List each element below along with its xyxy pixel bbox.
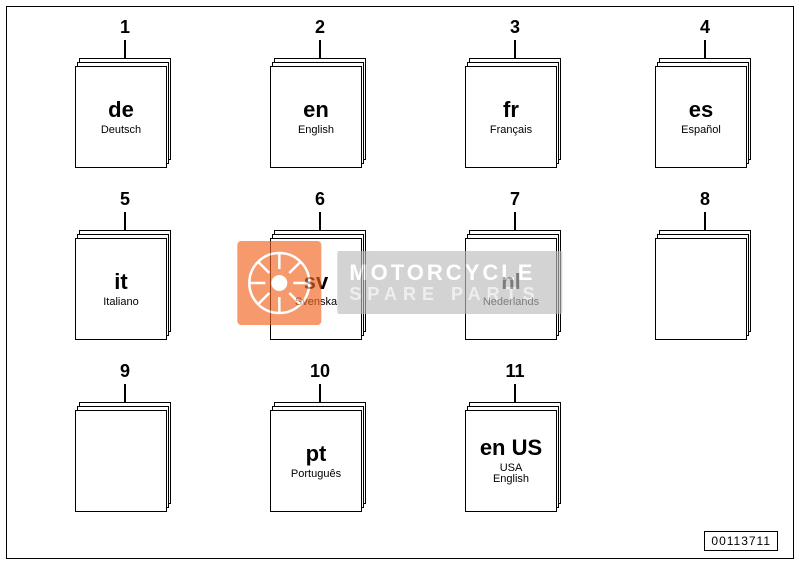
language-name: Português — [291, 469, 341, 480]
book-cover: es Español — [655, 66, 747, 168]
language-code: it — [114, 271, 127, 293]
manual-item-9: 9 — [40, 362, 210, 512]
book-cover: pt Português — [270, 410, 362, 512]
book-cover: nl Nederlands — [465, 238, 557, 340]
manual-item-10: 10 pt Português — [235, 362, 405, 512]
language-name: Nederlands — [483, 297, 539, 308]
language-name: Français — [490, 125, 532, 136]
manual-book-icon: en English — [270, 58, 370, 168]
item-number: 6 — [235, 190, 405, 208]
language-code: en US — [480, 437, 542, 459]
manual-item-1: 1 de Deutsch — [40, 18, 210, 168]
item-number: 7 — [430, 190, 600, 208]
manual-book-icon: sv Svenska — [270, 230, 370, 340]
item-number: 10 — [235, 362, 405, 380]
item-number: 1 — [40, 18, 210, 36]
item-number: 3 — [430, 18, 600, 36]
connector-line — [124, 212, 126, 230]
manual-item-8: 8 — [620, 190, 790, 340]
connector-line — [319, 40, 321, 58]
language-name: Italiano — [103, 297, 138, 308]
connector-line — [124, 40, 126, 58]
manual-book-icon: es Español — [655, 58, 755, 168]
manual-book-icon: pt Português — [270, 402, 370, 512]
book-cover: sv Svenska — [270, 238, 362, 340]
connector-line — [704, 212, 706, 230]
language-code: de — [108, 99, 134, 121]
connector-line — [319, 212, 321, 230]
connector-line — [124, 384, 126, 402]
language-code: sv — [304, 271, 328, 293]
manual-item-2: 2 en English — [235, 18, 405, 168]
part-number: 00113711 — [704, 531, 778, 551]
connector-line — [514, 384, 516, 402]
connector-line — [514, 40, 516, 58]
book-cover — [655, 238, 747, 340]
book-cover: it Italiano — [75, 238, 167, 340]
manual-book-icon — [655, 230, 755, 340]
manual-item-7: 7 nl Nederlands — [430, 190, 600, 340]
item-number: 9 — [40, 362, 210, 380]
language-code: fr — [503, 99, 519, 121]
manual-book-icon: fr Français — [465, 58, 565, 168]
language-name: Español — [681, 125, 721, 136]
language-code: es — [689, 99, 713, 121]
connector-line — [514, 212, 516, 230]
connector-line — [319, 384, 321, 402]
manual-item-3: 3 fr Français — [430, 18, 600, 168]
language-name-2: English — [493, 474, 529, 485]
manual-item-4: 4 es Español — [620, 18, 790, 168]
book-cover — [75, 410, 167, 512]
manual-book-icon: it Italiano — [75, 230, 175, 340]
item-number: 4 — [620, 18, 790, 36]
book-cover: fr Français — [465, 66, 557, 168]
manual-book-icon — [75, 402, 175, 512]
manual-book-icon: en USUSAEnglish — [465, 402, 565, 512]
language-name: Svenska — [295, 297, 337, 308]
manual-item-5: 5 it Italiano — [40, 190, 210, 340]
manual-item-6: 6 sv Svenska — [235, 190, 405, 340]
language-code: en — [303, 99, 329, 121]
language-code: pt — [306, 443, 327, 465]
item-number: 2 — [235, 18, 405, 36]
connector-line — [704, 40, 706, 58]
book-cover: en USUSAEnglish — [465, 410, 557, 512]
manual-book-icon: de Deutsch — [75, 58, 175, 168]
book-cover: de Deutsch — [75, 66, 167, 168]
book-cover: en English — [270, 66, 362, 168]
manual-item-11: 11 en USUSAEnglish — [430, 362, 600, 512]
language-name: Deutsch — [101, 125, 141, 136]
language-name: English — [298, 125, 334, 136]
item-number: 8 — [620, 190, 790, 208]
item-number: 5 — [40, 190, 210, 208]
item-number: 11 — [430, 362, 600, 380]
language-code: nl — [501, 271, 521, 293]
manual-book-icon: nl Nederlands — [465, 230, 565, 340]
